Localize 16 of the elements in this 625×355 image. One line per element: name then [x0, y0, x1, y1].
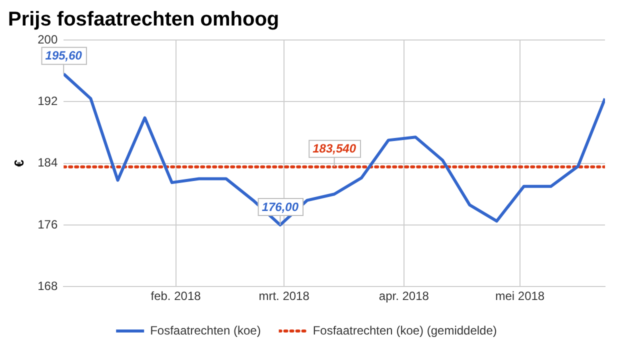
x-tick-label: feb. 2018	[150, 289, 202, 304]
y-tick-label: 200	[38, 32, 58, 46]
x-tick-label: apr. 2018	[378, 289, 430, 304]
chart-title: Prijs fosfaatrechten omhoog	[8, 8, 280, 31]
legend-label: Fosfaatrechten (koe) (gemiddelde)	[312, 323, 497, 338]
annotation: 195,60	[45, 48, 82, 63]
y-tick-label: 192	[38, 94, 58, 108]
x-tick-label: mei 2018	[495, 289, 545, 304]
annotation: 183,540	[312, 142, 356, 156]
legend-label: Fosfaatrechten (koe)	[150, 323, 261, 338]
y-tick-label: 168	[38, 278, 58, 293]
y-tick-label: 184	[38, 156, 58, 170]
x-tick-label: mrt. 2018	[258, 289, 310, 304]
y-tick-label: 176	[38, 217, 58, 232]
annotation: 176,00	[262, 200, 299, 214]
y-axis-title: €	[11, 160, 26, 167]
